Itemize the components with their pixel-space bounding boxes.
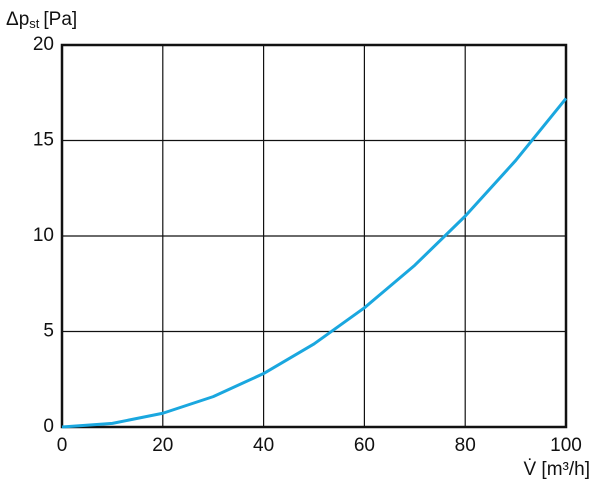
y-tick-label: 0 xyxy=(43,416,54,437)
y-label-unit: [Pa] xyxy=(43,9,77,30)
x-tick-label: 0 xyxy=(57,435,68,456)
x-tick-label: 100 xyxy=(550,435,582,456)
y-label-subscript: st xyxy=(29,16,40,31)
y-tick-label: 10 xyxy=(33,225,54,246)
y-tick-label: 15 xyxy=(33,130,54,151)
plot-frame xyxy=(60,43,568,429)
x-tick-label: 80 xyxy=(455,435,476,456)
x-axis-label: V̇ [m³/h] xyxy=(523,459,590,480)
x-tick-label: 60 xyxy=(354,435,375,456)
y-label-symbol: Δp xyxy=(6,9,29,30)
x-tick-label: 40 xyxy=(253,435,274,456)
x-tick-label: 20 xyxy=(152,435,173,456)
y-axis-label: Δpst [Pa] xyxy=(6,9,77,31)
y-tick-label: 20 xyxy=(33,34,54,55)
y-tick-label: 5 xyxy=(43,321,54,342)
line-series xyxy=(61,97,568,429)
